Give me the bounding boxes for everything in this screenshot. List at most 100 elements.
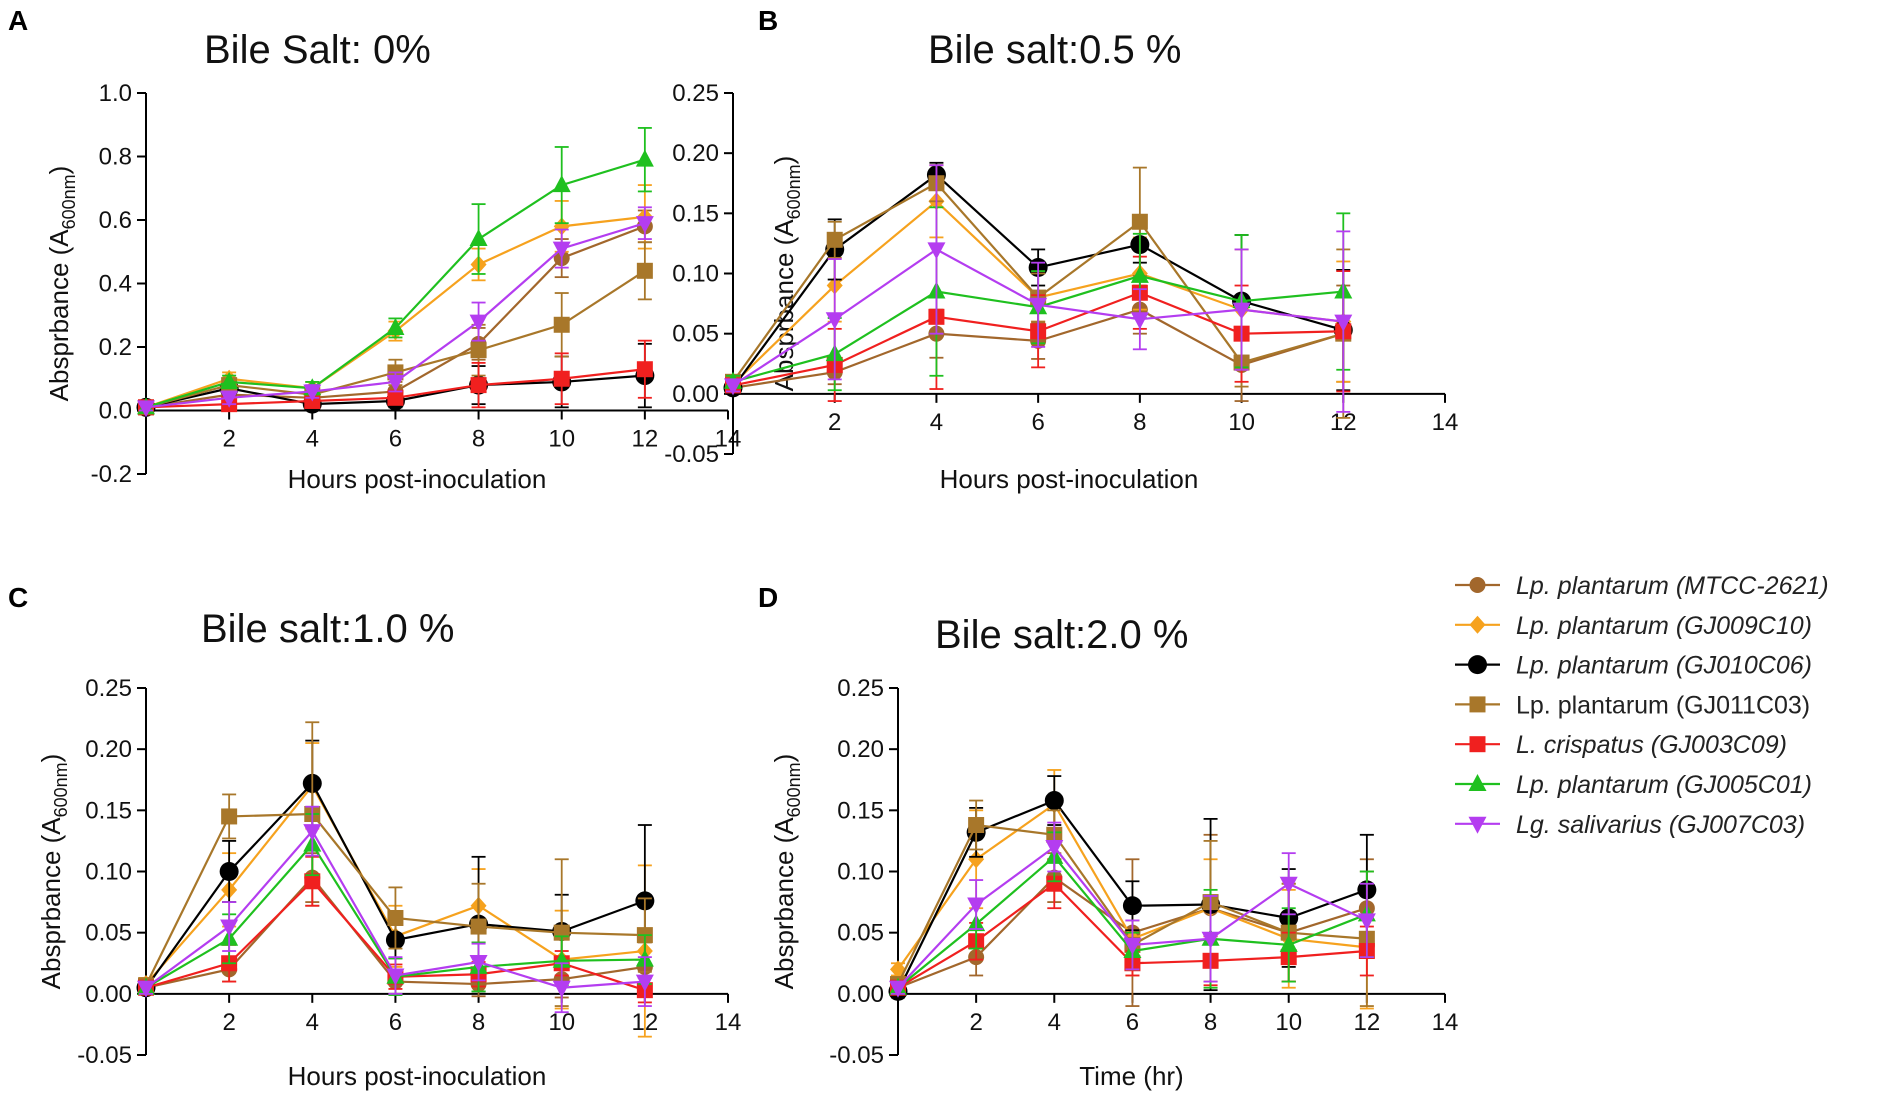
data-point bbox=[470, 918, 487, 935]
legend-label: Lp. plantarum (GJ005C01) bbox=[1516, 771, 1812, 799]
y-axis-label-close: ) bbox=[44, 166, 74, 175]
x-tick-label: 14 bbox=[1432, 409, 1459, 436]
y-tick-label: 0.25 bbox=[85, 675, 132, 702]
data-point bbox=[304, 873, 321, 890]
data-point bbox=[553, 217, 570, 236]
y-tick-label: 0.6 bbox=[99, 207, 132, 234]
data-point bbox=[469, 955, 488, 973]
series-lg-salivarius-gj007c03 bbox=[889, 821, 1376, 998]
data-point bbox=[1232, 302, 1251, 320]
x-tick-label: 14 bbox=[715, 426, 742, 453]
y-axis-label-subscript: 600nm bbox=[59, 174, 79, 229]
x-axis-label: Time (hr) bbox=[1079, 1061, 1183, 1091]
y-tick-label: 0.20 bbox=[85, 736, 132, 763]
x-tick-label: 2 bbox=[222, 1009, 235, 1036]
legend-marker bbox=[1469, 615, 1486, 634]
data-point bbox=[470, 377, 487, 394]
data-point bbox=[1123, 937, 1142, 955]
y-axis-label: Absprbance (A600nm) bbox=[36, 754, 71, 990]
y-tick-label: 0.05 bbox=[837, 920, 884, 947]
panel-letter: C bbox=[8, 582, 28, 613]
data-point bbox=[1357, 913, 1376, 931]
data-point bbox=[553, 316, 570, 333]
data-point bbox=[470, 342, 487, 359]
x-tick-label: 6 bbox=[1126, 1009, 1139, 1036]
data-point bbox=[724, 378, 742, 396]
data-point bbox=[826, 231, 843, 248]
y-tick-label: 0.0 bbox=[99, 398, 132, 425]
data-point bbox=[635, 974, 654, 992]
data-point bbox=[1279, 876, 1298, 894]
legend-entry: L. crispatus (GJ003C09) bbox=[1455, 731, 1787, 759]
legend-entry: Lp. plantarum (GJ005C01) bbox=[1455, 771, 1812, 799]
data-point bbox=[1029, 297, 1048, 315]
series-lg-salivarius-gj007c03 bbox=[724, 164, 1353, 413]
legend-marker bbox=[1469, 577, 1486, 593]
data-point bbox=[219, 862, 239, 881]
legend-marker bbox=[1468, 655, 1487, 675]
x-tick-label: 8 bbox=[472, 1009, 485, 1036]
data-point bbox=[469, 229, 488, 247]
legend-label: L. crispatus (GJ003C09) bbox=[1516, 731, 1787, 759]
panel-letter: D bbox=[758, 582, 778, 613]
y-tick-label: 0.8 bbox=[99, 144, 132, 171]
data-point bbox=[968, 850, 985, 869]
x-tick-label: 2 bbox=[222, 426, 235, 453]
data-point bbox=[387, 389, 404, 406]
y-tick-label: 0.00 bbox=[837, 981, 884, 1008]
chart-title: Bile salt:2.0 % bbox=[935, 613, 1188, 657]
data-point bbox=[220, 390, 239, 408]
x-tick-label: 6 bbox=[389, 426, 402, 453]
series-lg-salivarius-gj007c03 bbox=[137, 206, 654, 418]
legend-label: Lp. plantarum (MTCC-2621) bbox=[1516, 572, 1829, 600]
data-point bbox=[825, 312, 844, 330]
data-point bbox=[1046, 875, 1063, 892]
data-point bbox=[552, 241, 571, 259]
legend-label: Lp. plantarum (GJ010C06) bbox=[1516, 652, 1812, 680]
data-point bbox=[1122, 896, 1142, 916]
y-axis-label-main: Absprbance (A bbox=[36, 817, 66, 990]
y-tick-label: 0.00 bbox=[85, 981, 132, 1008]
data-point bbox=[386, 374, 405, 392]
x-tick-label: 10 bbox=[1228, 409, 1255, 436]
x-tick-label: 4 bbox=[930, 409, 943, 436]
x-tick-label: 4 bbox=[306, 1009, 319, 1036]
chart-title: Bile salt:0.5 % bbox=[928, 28, 1181, 72]
x-tick-label: 12 bbox=[1354, 1009, 1381, 1036]
data-point bbox=[1130, 312, 1149, 330]
x-tick-label: 4 bbox=[306, 426, 319, 453]
y-tick-label: -0.05 bbox=[77, 1042, 132, 1069]
legend-entry: Lp. plantarum (GJ010C06) bbox=[1455, 652, 1812, 680]
x-tick-label: 10 bbox=[548, 1009, 575, 1036]
y-axis-label: Absprbance (A600nm) bbox=[769, 754, 804, 990]
data-point bbox=[1131, 213, 1148, 230]
data-point bbox=[469, 314, 488, 332]
legend-marker bbox=[1468, 816, 1487, 834]
data-point bbox=[635, 149, 654, 167]
x-tick-label: 14 bbox=[715, 1009, 742, 1036]
y-axis-label-main: Absprbance (A bbox=[769, 817, 799, 990]
panel-c: C Bile salt:1.0 % -0.05 0.00 0.05 0.10 0.15 0.2… bbox=[8, 582, 741, 1091]
legend-entry: Lp. plantarum (MTCC-2621) bbox=[1455, 572, 1829, 600]
panel-letter: B bbox=[758, 5, 778, 36]
data-point bbox=[1334, 314, 1353, 332]
data-point bbox=[1130, 265, 1149, 283]
panel-b: B Bile salt:0.5 % -0.05 0.00 0.05 0.10 0.15 0.2… bbox=[664, 5, 1458, 494]
panel-letter: A bbox=[8, 5, 28, 36]
y-tick-label: 0.25 bbox=[837, 675, 884, 702]
legend-entry: Lp. plantarum (GJ011C03) bbox=[1455, 691, 1810, 719]
data-point bbox=[303, 824, 322, 842]
y-tick-label: 0.10 bbox=[672, 261, 719, 288]
x-tick-label: 4 bbox=[1048, 1009, 1061, 1036]
y-axis-label-subscript: 600nm bbox=[51, 762, 71, 817]
series-lg-salivarius-gj007c03 bbox=[137, 805, 654, 1014]
data-point bbox=[220, 919, 239, 937]
y-axis-label-subscript: 600nm bbox=[784, 762, 804, 817]
data-point bbox=[386, 317, 405, 335]
y-tick-label: 0.25 bbox=[672, 80, 719, 107]
series-lp-plantarum-gj005c01 bbox=[137, 127, 654, 415]
x-tick-label: 6 bbox=[389, 1009, 402, 1036]
data-point bbox=[386, 968, 405, 986]
legend-label: Lg. salivarius (GJ007C03) bbox=[1516, 811, 1805, 839]
y-axis-label-close: ) bbox=[769, 156, 799, 165]
